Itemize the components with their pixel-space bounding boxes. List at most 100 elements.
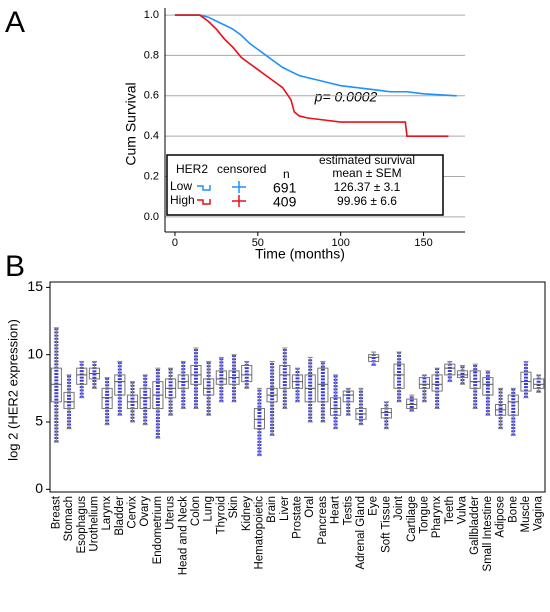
legend-n: 691 [273,180,297,196]
category-label: Testis [342,496,354,526]
box [63,391,75,410]
box [431,374,443,392]
category-label: Lung [203,496,215,522]
category-label: Skin [228,496,240,518]
legend-header: HER2 [176,162,208,176]
y-tick-label: 0.6 [144,90,159,102]
box [50,367,62,403]
category-label: Vagina [533,495,545,531]
category-label: Soft Tissue [380,496,392,553]
y-axis-label: Cum Survival [123,82,139,165]
survival-curve [174,14,449,137]
category-label: Gallbladder [469,496,481,555]
category-label: Pharynx [431,496,443,538]
category-label: Urothelium [88,496,100,552]
y-tick-label: 0.4 [144,130,159,142]
category-label: Prostate [292,496,304,539]
survival-curve [174,14,457,97]
category-label: Thyroid [215,496,227,534]
category-label: Tongue [418,496,430,534]
box [456,370,469,379]
y-tick-label: 15 [27,278,43,294]
legend-mean: 126.37 ± 3.1 [334,180,401,194]
category-label: Larynx [101,496,113,531]
x-tick-label: 150 [414,237,432,249]
legend-symbol [232,195,246,207]
category-label: Breast [50,495,62,529]
legend-header: mean ± SEM [332,166,401,180]
category-label: Head and Neck [177,496,189,576]
category-label: Heart [330,495,342,524]
category-label: Adipose [495,496,507,538]
legend-name: High [170,193,195,207]
y-tick-label: 10 [27,345,43,361]
y-tick-label: 1.0 [144,9,159,21]
y-tick-label: 0.8 [144,49,159,61]
box [444,363,456,376]
category-label: Small Intestine [482,496,494,571]
box [469,370,481,389]
box [215,370,227,385]
category-label: Vulva [457,495,469,524]
category-label: Esophagus [76,496,88,554]
category-label: Brain [266,496,278,523]
y-tick-label: 0.2 [144,170,159,182]
y-tick-label: 5 [35,413,43,429]
category-label: Bone [507,496,519,523]
category-label: Bladder [114,496,126,536]
panel-letter: A [5,6,25,39]
legend-symbol [197,199,211,205]
category-label: Uterus [165,496,177,530]
legend-symbol [232,181,246,193]
box [203,378,215,396]
category-label: Cartilage [406,496,418,542]
box [418,377,431,389]
box [482,377,494,396]
y-tick-label: 0.0 [144,211,159,223]
legend-header: n [283,167,290,181]
x-tick-label: 100 [332,237,350,249]
box [139,387,151,410]
category-label: Teeth [444,496,456,524]
box [101,387,113,410]
category-label: Oral [304,496,316,518]
category-label: Eye [368,496,380,516]
legend-n: 409 [273,194,297,210]
category-label: Endometrium [152,496,164,564]
legend-header: estimated survival [319,153,415,167]
y-tick-label: 0 [35,480,43,496]
category-label: Ovary [139,496,151,527]
x-tick-label: 50 [252,237,264,249]
box [533,378,545,389]
box [393,363,405,389]
plot-frame [49,281,546,493]
box [406,398,418,410]
box [317,367,329,403]
box [368,354,380,362]
box [342,390,354,403]
box [253,408,266,430]
category-label: Adrenal Gland [355,496,367,570]
y-axis-label: log 2 (HER2 expression) [5,319,20,461]
legend-name: Low [170,179,192,193]
legend-box [166,154,444,216]
category-label: Joint [393,495,405,520]
box [76,367,88,385]
category-label: Stomach [63,496,75,541]
category-label: Pancreas [317,496,329,545]
x-tick-label: 0 [172,237,178,249]
category-label: Liver [279,496,291,521]
box [114,374,126,396]
x-axis-label: Time (months) [255,246,345,262]
box [279,364,291,389]
legend-header: censored [217,162,266,176]
category-label: Hematopoietic [253,496,265,570]
category-label: Cervix [127,496,139,529]
box [241,364,253,383]
category-label: Kidney [241,496,253,531]
box [380,408,392,419]
category-label: Colon [190,496,202,526]
box [330,397,342,416]
